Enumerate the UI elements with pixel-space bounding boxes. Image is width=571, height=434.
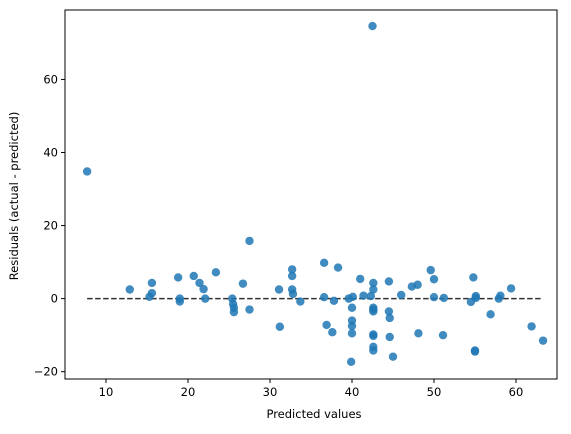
data-point	[287, 265, 297, 274]
data-point	[333, 263, 343, 272]
data-point	[426, 265, 435, 275]
data-point	[287, 271, 297, 281]
data-point	[369, 346, 378, 355]
data-point	[211, 268, 221, 277]
data-point	[413, 280, 422, 289]
data-point	[384, 307, 394, 316]
y-tick-label: 40	[43, 145, 58, 159]
data-point	[385, 332, 394, 342]
y-tick-label: 20	[43, 219, 58, 233]
data-point	[439, 293, 449, 303]
data-point	[275, 322, 285, 331]
x-tick-label: 40	[345, 385, 360, 399]
x-tick-label: 20	[181, 385, 196, 399]
data-point	[82, 167, 92, 176]
data-point	[397, 290, 406, 300]
y-tick-label: 0	[51, 292, 58, 306]
data-point	[369, 331, 378, 341]
data-point	[199, 284, 208, 294]
data-point	[470, 347, 480, 356]
data-point	[429, 292, 439, 302]
data-point	[368, 21, 377, 31]
data-point	[147, 278, 157, 288]
data-point	[369, 278, 378, 288]
data-point	[438, 330, 448, 340]
data-point	[369, 307, 378, 316]
data-point	[385, 313, 394, 323]
data-point	[347, 329, 357, 338]
data-point	[322, 320, 331, 330]
data-point	[414, 329, 423, 338]
data-point	[346, 357, 356, 367]
data-point	[201, 294, 210, 303]
x-axis-label: Predicted values	[266, 407, 361, 421]
x-tick-label: 60	[509, 385, 524, 399]
data-point	[125, 285, 134, 294]
data-point	[384, 277, 394, 286]
y-tick-label: −20	[34, 365, 58, 379]
plot-marks	[82, 21, 548, 367]
data-point	[173, 273, 183, 282]
data-point	[195, 278, 204, 288]
data-point	[348, 292, 358, 301]
data-point	[245, 236, 254, 246]
data-point	[469, 273, 478, 282]
data-point	[347, 303, 357, 312]
data-point	[538, 336, 548, 345]
data-point	[274, 285, 284, 294]
data-point	[369, 285, 378, 294]
data-point	[328, 328, 337, 337]
y-axis-ticks: −20 0 20 40 60	[34, 72, 65, 379]
data-point	[347, 321, 357, 331]
data-point	[288, 289, 298, 299]
axes-frame	[64, 9, 558, 380]
y-tick-label: 60	[43, 72, 58, 86]
data-point	[175, 297, 184, 306]
data-point	[486, 310, 495, 319]
data-point	[429, 275, 439, 284]
data-point	[238, 279, 248, 288]
data-point	[388, 352, 398, 361]
data-point	[496, 291, 505, 300]
x-axis-ticks: 10 20 30 40 50 60	[99, 379, 524, 399]
x-tick-label: 10	[99, 385, 114, 399]
data-point	[147, 288, 157, 298]
data-point	[506, 284, 516, 293]
data-point	[366, 291, 376, 301]
x-tick-label: 50	[427, 385, 442, 399]
data-point	[527, 322, 536, 331]
data-point	[319, 258, 329, 268]
data-point	[189, 271, 198, 281]
data-point	[359, 291, 368, 300]
data-point	[229, 307, 239, 317]
data-point	[356, 274, 365, 284]
data-point	[329, 296, 339, 306]
x-tick-label: 30	[263, 385, 278, 399]
data-point	[319, 292, 329, 302]
data-point	[245, 305, 254, 314]
y-axis-label: Residuals (actual - predicted)	[7, 112, 21, 281]
data-point	[296, 297, 305, 306]
data-point	[471, 293, 481, 303]
